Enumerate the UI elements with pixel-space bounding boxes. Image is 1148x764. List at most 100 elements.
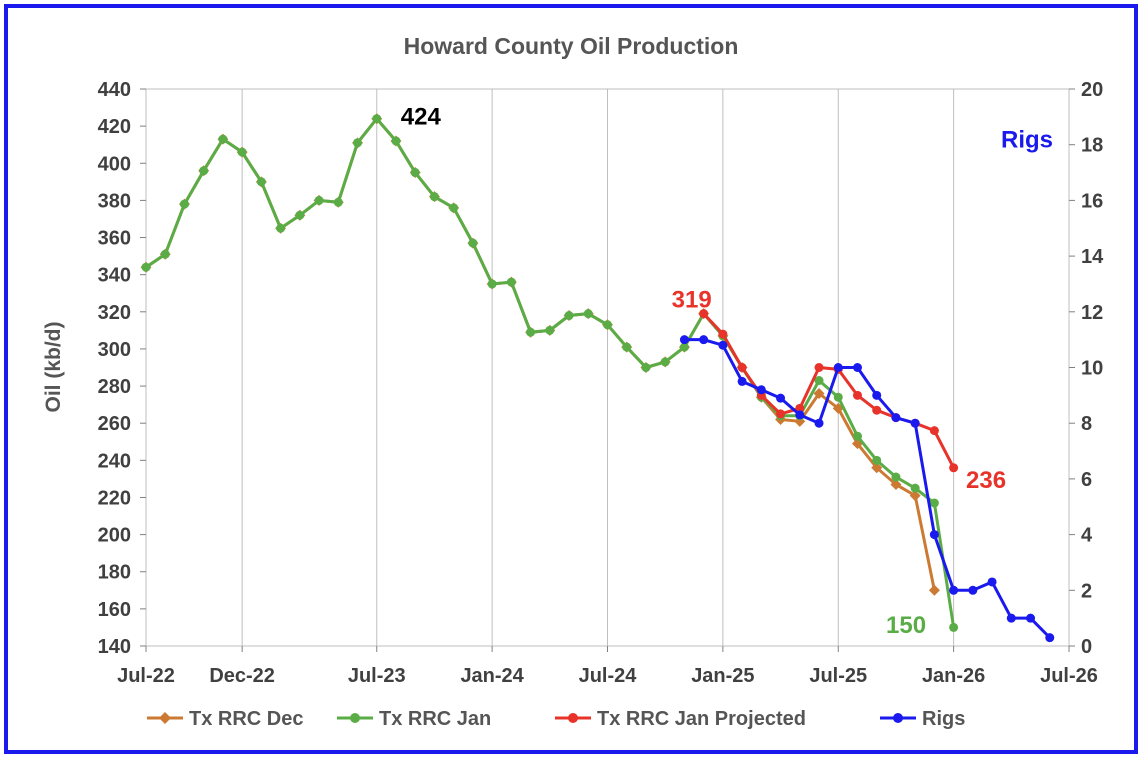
y2-tick-label: 14 xyxy=(1081,246,1104,268)
y2-tick-label: 8 xyxy=(1081,413,1092,435)
data-point xyxy=(909,490,921,502)
legend-marker xyxy=(159,712,171,724)
data-point xyxy=(372,114,382,124)
data-point xyxy=(871,462,883,474)
legend-marker xyxy=(893,713,903,723)
data-point xyxy=(199,166,209,176)
data-point xyxy=(237,147,247,157)
data-point xyxy=(890,478,902,490)
x-tick-label: Jul-25 xyxy=(809,665,867,687)
data-point xyxy=(776,409,786,419)
data-point xyxy=(1045,633,1055,643)
data-point xyxy=(813,387,825,399)
annotation-label: 236 xyxy=(966,467,1006,494)
y-tick-label: 420 xyxy=(98,116,131,138)
data-point xyxy=(929,530,939,540)
data-point xyxy=(833,392,843,402)
y-tick-label: 320 xyxy=(98,302,131,324)
data-point xyxy=(333,197,343,207)
data-point xyxy=(218,134,228,144)
data-point xyxy=(795,403,805,413)
data-point xyxy=(872,405,882,415)
y-tick-label: 400 xyxy=(98,153,131,175)
y-tick-label: 260 xyxy=(98,413,131,435)
data-point xyxy=(160,249,170,259)
data-point xyxy=(256,177,266,187)
y-tick-label: 220 xyxy=(98,487,131,509)
series-tx-rrc-jan xyxy=(141,114,959,632)
data-point xyxy=(718,329,728,339)
x-tick-label: Jan-26 xyxy=(922,665,985,687)
x-tick-label: Jul-23 xyxy=(348,665,406,687)
x-tick-label: Jan-24 xyxy=(460,665,524,687)
data-point xyxy=(968,585,978,595)
data-point xyxy=(545,325,555,335)
data-point xyxy=(737,376,747,386)
data-point xyxy=(526,327,536,337)
data-point xyxy=(276,223,286,233)
y-tick-label: 340 xyxy=(98,265,131,287)
data-point xyxy=(699,335,709,345)
chart-frame xyxy=(4,4,1138,754)
vertical-grid xyxy=(145,89,1070,646)
legend-label: Tx RRC Jan xyxy=(379,708,491,730)
data-point xyxy=(949,585,959,595)
data-point xyxy=(641,363,651,372)
series-line xyxy=(145,116,956,628)
annotations: 424 319 Rigs 236 150 xyxy=(401,104,1053,639)
y-tick-label: 240 xyxy=(98,450,131,472)
data-point xyxy=(929,498,939,508)
data-point xyxy=(1026,613,1036,623)
x-tick-label: Jul-22 xyxy=(117,665,175,687)
data-point xyxy=(852,431,862,441)
y-tick-label: 280 xyxy=(98,376,131,398)
data-point xyxy=(756,385,766,395)
annotation-label: 424 xyxy=(401,104,442,131)
x-tick-label: Jul-26 xyxy=(1040,665,1098,687)
y-axis-label: Oil (kb/d) xyxy=(42,322,65,413)
data-point xyxy=(699,309,709,319)
data-point xyxy=(353,138,363,148)
data-point xyxy=(814,418,824,428)
data-point xyxy=(852,390,862,400)
y-tick-label: 160 xyxy=(98,599,131,621)
legend: Tx RRC Dec Tx RRC Jan Tx RRC Jan Projected… xyxy=(147,708,965,730)
data-point xyxy=(928,584,940,596)
data-point xyxy=(429,192,439,202)
data-point xyxy=(910,418,920,428)
legend-label: Tx RRC Dec xyxy=(189,708,303,730)
y2-tick-label: 20 xyxy=(1081,79,1103,101)
series-rigs xyxy=(679,335,1055,643)
right-axis-ticks: 0 2 4 6 8 10 12 14 16 18 20 xyxy=(1069,79,1104,658)
y2-tick-label: 0 xyxy=(1081,636,1092,658)
data-point xyxy=(1006,613,1016,623)
data-point xyxy=(583,309,593,319)
y-tick-label: 180 xyxy=(98,562,131,584)
data-point xyxy=(679,335,689,345)
data-point xyxy=(506,277,516,287)
data-point xyxy=(852,363,862,372)
y2-tick-label: 4 xyxy=(1081,525,1093,547)
data-point xyxy=(468,238,478,248)
left-axis-ticks: 140 160 180 200 220 240 260 280 300 320 340 360 380 4… xyxy=(98,79,146,658)
data-point xyxy=(795,410,805,420)
data-point xyxy=(179,199,189,209)
annotation-label: 150 xyxy=(886,612,926,639)
data-point xyxy=(603,320,612,330)
data-point xyxy=(314,195,324,205)
x-tick-label: Jul-24 xyxy=(579,665,638,687)
y2-tick-label: 16 xyxy=(1081,190,1103,212)
data-point xyxy=(679,342,689,352)
annotation-label: Rigs xyxy=(1001,127,1053,154)
data-point xyxy=(929,426,939,436)
y2-tick-label: 6 xyxy=(1081,469,1092,491)
data-point xyxy=(949,622,959,632)
y-tick-label: 300 xyxy=(98,339,131,361)
y-tick-label: 380 xyxy=(98,190,131,212)
y-tick-label: 140 xyxy=(98,636,131,658)
data-point xyxy=(814,363,824,372)
annotation-label: 319 xyxy=(672,287,712,314)
legend-label: Rigs xyxy=(922,708,965,730)
legend-label: Tx RRC Jan Projected xyxy=(597,708,806,730)
